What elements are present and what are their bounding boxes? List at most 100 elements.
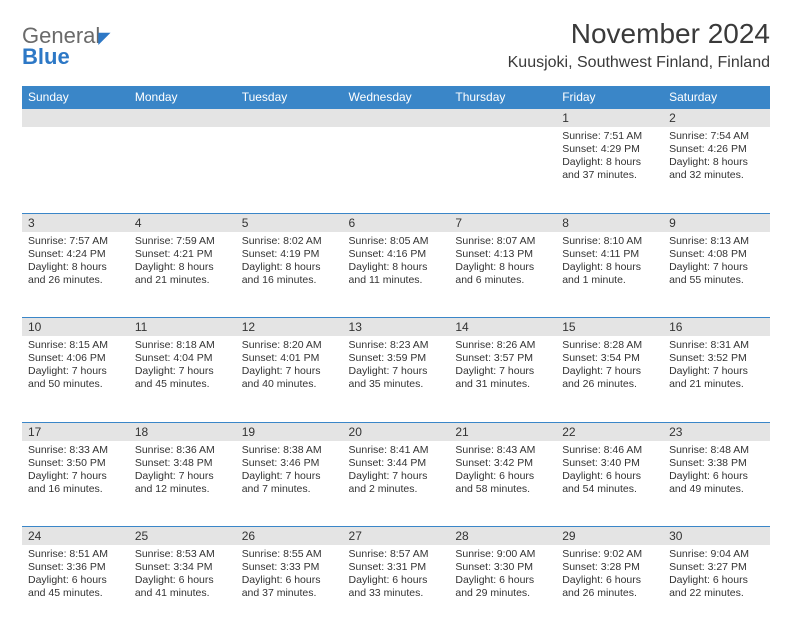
day-cell: [449, 127, 556, 213]
day-details: Sunrise: 8:26 AMSunset: 3:57 PMDaylight:…: [449, 336, 556, 398]
day-details: Sunrise: 8:55 AMSunset: 3:33 PMDaylight:…: [236, 545, 343, 607]
day-cell: Sunrise: 7:54 AMSunset: 4:26 PMDaylight:…: [663, 127, 770, 213]
day-details: Sunrise: 9:00 AMSunset: 3:30 PMDaylight:…: [449, 545, 556, 607]
day-details: Sunrise: 8:05 AMSunset: 4:16 PMDaylight:…: [343, 232, 450, 294]
day-cell: Sunrise: 8:18 AMSunset: 4:04 PMDaylight:…: [129, 336, 236, 422]
day-details: Sunrise: 8:51 AMSunset: 3:36 PMDaylight:…: [22, 545, 129, 607]
day-cell: Sunrise: 8:55 AMSunset: 3:33 PMDaylight:…: [236, 545, 343, 631]
day-details: Sunrise: 8:33 AMSunset: 3:50 PMDaylight:…: [22, 441, 129, 503]
day-cell: Sunrise: 9:02 AMSunset: 3:28 PMDaylight:…: [556, 545, 663, 631]
day-number: 2: [663, 109, 770, 127]
day-cell: Sunrise: 8:02 AMSunset: 4:19 PMDaylight:…: [236, 232, 343, 318]
day-number: 25: [129, 527, 236, 545]
day-details: Sunrise: 8:53 AMSunset: 3:34 PMDaylight:…: [129, 545, 236, 607]
day-details: Sunrise: 8:48 AMSunset: 3:38 PMDaylight:…: [663, 441, 770, 503]
day-details: Sunrise: 8:46 AMSunset: 3:40 PMDaylight:…: [556, 441, 663, 503]
day-details: Sunrise: 8:28 AMSunset: 3:54 PMDaylight:…: [556, 336, 663, 398]
day-cell: Sunrise: 8:53 AMSunset: 3:34 PMDaylight:…: [129, 545, 236, 631]
day-number: 7: [449, 214, 556, 232]
day-cell: Sunrise: 8:41 AMSunset: 3:44 PMDaylight:…: [343, 441, 450, 527]
day-details: Sunrise: 7:54 AMSunset: 4:26 PMDaylight:…: [663, 127, 770, 189]
weekday-header: Thursday: [449, 86, 556, 109]
day-details: Sunrise: 8:23 AMSunset: 3:59 PMDaylight:…: [343, 336, 450, 398]
day-cell: Sunrise: 7:51 AMSunset: 4:29 PMDaylight:…: [556, 127, 663, 213]
weekday-header: Wednesday: [343, 86, 450, 109]
day-number: 6: [343, 214, 450, 232]
day-cell: Sunrise: 9:04 AMSunset: 3:27 PMDaylight:…: [663, 545, 770, 631]
day-number: 19: [236, 423, 343, 441]
day-cell: Sunrise: 7:59 AMSunset: 4:21 PMDaylight:…: [129, 232, 236, 318]
day-number: 16: [663, 318, 770, 336]
day-details: Sunrise: 8:13 AMSunset: 4:08 PMDaylight:…: [663, 232, 770, 294]
day-number: 3: [22, 214, 129, 232]
day-details: Sunrise: 8:07 AMSunset: 4:13 PMDaylight:…: [449, 232, 556, 294]
day-number: 20: [343, 423, 450, 441]
day-cell: [22, 127, 129, 213]
day-number: [129, 109, 236, 127]
day-cell: Sunrise: 8:51 AMSunset: 3:36 PMDaylight:…: [22, 545, 129, 631]
day-cell: [129, 127, 236, 213]
day-number: 30: [663, 527, 770, 545]
day-details: Sunrise: 8:18 AMSunset: 4:04 PMDaylight:…: [129, 336, 236, 398]
title-block: November 2024 Kuusjoki, Southwest Finlan…: [508, 18, 770, 72]
day-cell: Sunrise: 8:20 AMSunset: 4:01 PMDaylight:…: [236, 336, 343, 422]
location: Kuusjoki, Southwest Finland, Finland: [508, 54, 770, 72]
day-number: [22, 109, 129, 127]
day-number: 11: [129, 318, 236, 336]
day-details: Sunrise: 8:43 AMSunset: 3:42 PMDaylight:…: [449, 441, 556, 503]
day-number: 29: [556, 527, 663, 545]
day-number: [449, 109, 556, 127]
day-cell: Sunrise: 8:05 AMSunset: 4:16 PMDaylight:…: [343, 232, 450, 318]
day-cell: [236, 127, 343, 213]
day-details: Sunrise: 9:02 AMSunset: 3:28 PMDaylight:…: [556, 545, 663, 607]
day-cell: Sunrise: 7:57 AMSunset: 4:24 PMDaylight:…: [22, 232, 129, 318]
brand-text: General◤ Blue: [22, 26, 111, 68]
day-details: Sunrise: 8:41 AMSunset: 3:44 PMDaylight:…: [343, 441, 450, 503]
day-cell: Sunrise: 8:33 AMSunset: 3:50 PMDaylight:…: [22, 441, 129, 527]
calendar-header: SundayMondayTuesdayWednesdayThursdayFrid…: [22, 86, 770, 109]
day-number: 9: [663, 214, 770, 232]
day-number: 18: [129, 423, 236, 441]
day-details: Sunrise: 8:57 AMSunset: 3:31 PMDaylight:…: [343, 545, 450, 607]
day-number: 15: [556, 318, 663, 336]
day-details: Sunrise: 8:38 AMSunset: 3:46 PMDaylight:…: [236, 441, 343, 503]
day-cell: Sunrise: 8:31 AMSunset: 3:52 PMDaylight:…: [663, 336, 770, 422]
day-number: 14: [449, 318, 556, 336]
day-cell: Sunrise: 8:28 AMSunset: 3:54 PMDaylight:…: [556, 336, 663, 422]
day-number: 28: [449, 527, 556, 545]
calendar-table: SundayMondayTuesdayWednesdayThursdayFrid…: [22, 86, 770, 631]
day-details: Sunrise: 9:04 AMSunset: 3:27 PMDaylight:…: [663, 545, 770, 607]
day-number: 24: [22, 527, 129, 545]
day-cell: Sunrise: 8:57 AMSunset: 3:31 PMDaylight:…: [343, 545, 450, 631]
day-details: Sunrise: 7:57 AMSunset: 4:24 PMDaylight:…: [22, 232, 129, 294]
day-details: Sunrise: 7:51 AMSunset: 4:29 PMDaylight:…: [556, 127, 663, 189]
brand-logo: General◤ Blue: [22, 18, 111, 68]
day-details: Sunrise: 8:02 AMSunset: 4:19 PMDaylight:…: [236, 232, 343, 294]
day-number: 12: [236, 318, 343, 336]
day-details: Sunrise: 8:20 AMSunset: 4:01 PMDaylight:…: [236, 336, 343, 398]
day-cell: Sunrise: 9:00 AMSunset: 3:30 PMDaylight:…: [449, 545, 556, 631]
weekday-header: Sunday: [22, 86, 129, 109]
day-number: 22: [556, 423, 663, 441]
day-cell: Sunrise: 8:26 AMSunset: 3:57 PMDaylight:…: [449, 336, 556, 422]
weekday-header: Monday: [129, 86, 236, 109]
day-details: Sunrise: 8:15 AMSunset: 4:06 PMDaylight:…: [22, 336, 129, 398]
weekday-header: Friday: [556, 86, 663, 109]
day-details: Sunrise: 8:10 AMSunset: 4:11 PMDaylight:…: [556, 232, 663, 294]
day-cell: Sunrise: 8:10 AMSunset: 4:11 PMDaylight:…: [556, 232, 663, 318]
day-number: 17: [22, 423, 129, 441]
day-cell: Sunrise: 8:36 AMSunset: 3:48 PMDaylight:…: [129, 441, 236, 527]
brand-arrow-icon: ◤: [98, 30, 110, 47]
day-number: 4: [129, 214, 236, 232]
day-cell: Sunrise: 8:38 AMSunset: 3:46 PMDaylight:…: [236, 441, 343, 527]
day-details: Sunrise: 8:31 AMSunset: 3:52 PMDaylight:…: [663, 336, 770, 398]
day-cell: Sunrise: 8:46 AMSunset: 3:40 PMDaylight:…: [556, 441, 663, 527]
day-cell: Sunrise: 8:43 AMSunset: 3:42 PMDaylight:…: [449, 441, 556, 527]
header: General◤ Blue November 2024 Kuusjoki, So…: [22, 18, 770, 72]
day-details: Sunrise: 7:59 AMSunset: 4:21 PMDaylight:…: [129, 232, 236, 294]
day-number: [236, 109, 343, 127]
day-cell: Sunrise: 8:15 AMSunset: 4:06 PMDaylight:…: [22, 336, 129, 422]
day-details: Sunrise: 8:36 AMSunset: 3:48 PMDaylight:…: [129, 441, 236, 503]
day-number: 5: [236, 214, 343, 232]
weekday-header: Saturday: [663, 86, 770, 109]
